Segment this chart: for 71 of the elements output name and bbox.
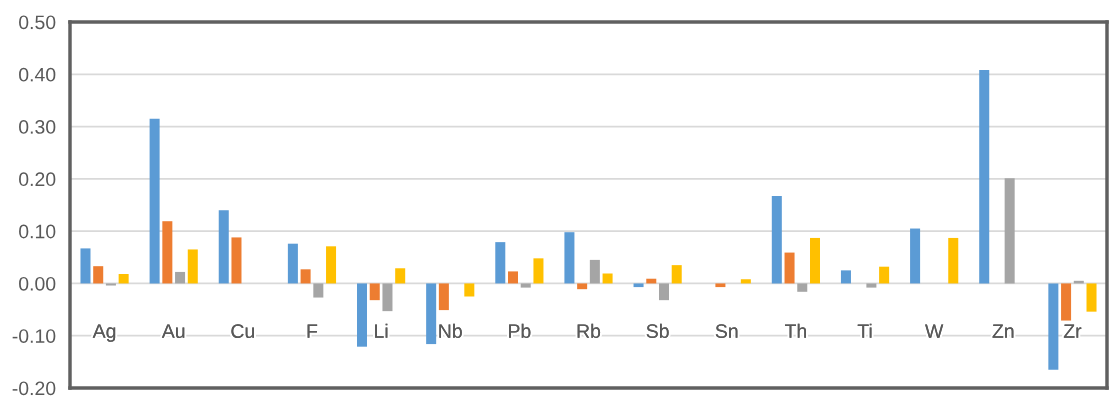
bar [464, 283, 475, 297]
bar [784, 252, 795, 284]
x-tick-label: Li [375, 323, 388, 338]
bar [357, 283, 368, 347]
bar [533, 258, 544, 284]
x-tick-label: Pb [509, 323, 531, 338]
bar [395, 268, 406, 284]
y-tick-label: 0.40 [19, 67, 56, 82]
bar [589, 259, 600, 284]
bar [658, 283, 670, 301]
y-tick-label: 0.30 [19, 120, 56, 134]
y-tick-label: 0.00 [19, 276, 56, 291]
bar [879, 266, 890, 284]
bar [979, 70, 990, 284]
bar [840, 270, 851, 284]
x-tick-label: Nb [439, 323, 462, 338]
y-tick-label: -0.20 [12, 381, 56, 396]
y-tick-label: -0.10 [12, 329, 56, 343]
bar [866, 283, 877, 288]
bar [300, 269, 311, 284]
x-tick-label: Zr [1063, 324, 1082, 338]
bar [671, 265, 682, 284]
x-tick-label: Zn [992, 324, 1014, 338]
bar [175, 271, 186, 284]
x-tick-label: Ti [857, 323, 872, 338]
bar [426, 283, 437, 345]
bar [1048, 283, 1059, 370]
bar [149, 118, 160, 284]
bar [577, 283, 588, 290]
bar [118, 274, 129, 284]
x-tick-label: W [925, 324, 944, 338]
x-tick-label: Rb [577, 323, 601, 338]
x-tick-label: Cu [231, 324, 254, 338]
bar [797, 283, 808, 292]
y-tick-label: 0.20 [19, 172, 56, 187]
bar [382, 283, 393, 312]
bar [633, 283, 644, 288]
x-tick-label: Au [161, 324, 185, 338]
bar [313, 283, 324, 298]
bar [948, 237, 959, 284]
bar [218, 210, 229, 284]
bar [507, 271, 519, 284]
bar [771, 196, 782, 284]
bar [80, 248, 91, 284]
bar [287, 243, 298, 284]
y-tick-label: 0.10 [19, 224, 56, 239]
x-tick-label: Sb [646, 323, 669, 338]
x-tick-label: Ag [92, 324, 116, 342]
bar [93, 266, 104, 284]
bar [231, 237, 242, 284]
bar [187, 249, 198, 284]
bar [105, 283, 116, 286]
bar [438, 283, 449, 311]
bar [369, 283, 380, 301]
bar [162, 221, 173, 284]
bar [910, 228, 921, 284]
bar [326, 246, 337, 284]
bar [1004, 178, 1015, 284]
y-tick-label: 0.50 [19, 15, 56, 30]
x-tick-label: F [307, 324, 318, 338]
bar [602, 273, 613, 284]
bar [564, 232, 575, 284]
bar [520, 283, 531, 288]
bar [1061, 283, 1072, 321]
x-tick-label: Th [784, 323, 806, 338]
bar [495, 242, 506, 284]
bar [715, 283, 726, 288]
bar [740, 279, 751, 284]
bar [1086, 283, 1097, 312]
x-tick-label: Sn [715, 324, 738, 338]
bar [809, 237, 820, 284]
